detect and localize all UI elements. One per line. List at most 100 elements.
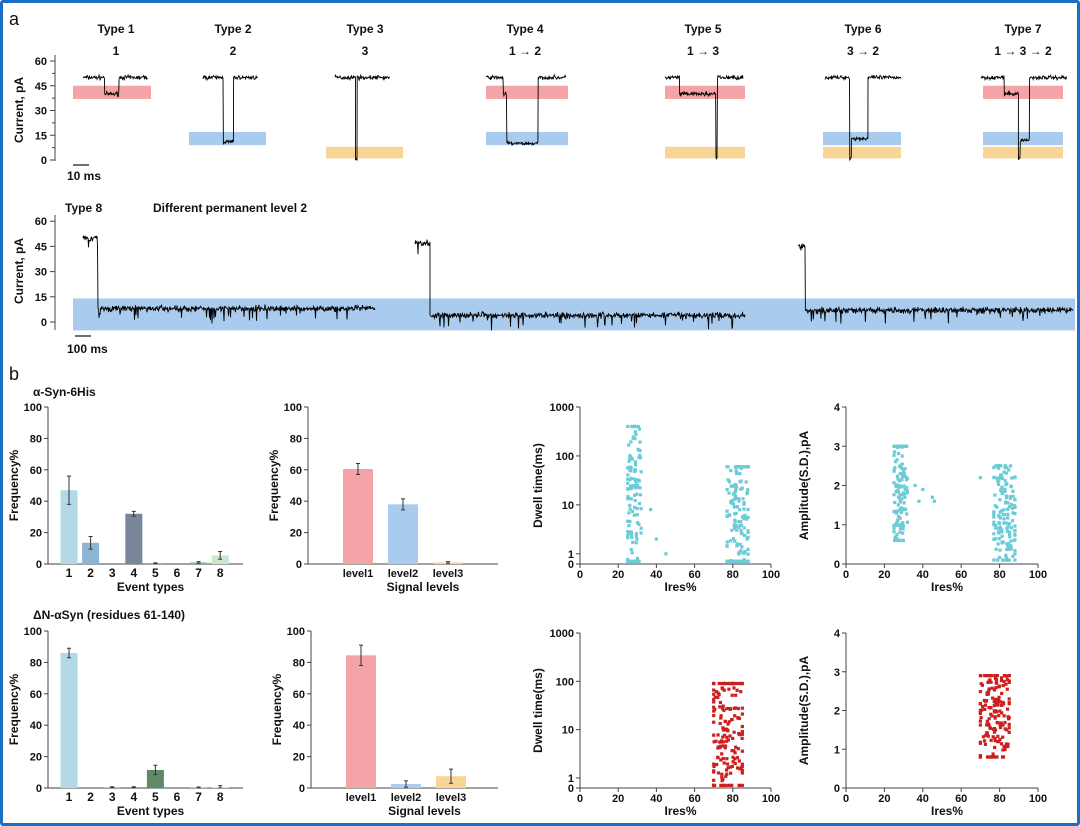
- scatter-point: [892, 509, 896, 514]
- scatter-point: [712, 688, 716, 692]
- scatter-point: [998, 525, 1002, 530]
- scatter-point: [740, 706, 744, 710]
- scatter-point: [1002, 679, 1006, 684]
- scatter-point: [893, 444, 897, 448]
- scatter-point: [633, 469, 637, 473]
- scatter-point: [724, 783, 728, 788]
- scatter-point: [725, 772, 729, 776]
- scatter-point: [725, 540, 729, 544]
- scatter-point: [733, 761, 737, 766]
- scatter-point: [1000, 534, 1004, 538]
- scatter-point: [654, 537, 658, 541]
- scatter-point: [633, 498, 637, 503]
- scatter-point: [901, 531, 905, 535]
- scatter-point: [629, 487, 633, 491]
- scatter-point: [997, 522, 1002, 526]
- scatter-point: [1001, 558, 1005, 562]
- scatter-point: [719, 716, 723, 720]
- scatter-point: [746, 559, 750, 563]
- scatter-point: [729, 771, 733, 775]
- error-bar: [356, 463, 360, 476]
- scatter-point: [905, 491, 909, 495]
- scatter-point: [896, 490, 900, 494]
- scatter-point: [719, 783, 723, 788]
- x-tick-label: 1: [66, 790, 73, 804]
- type-level-sequence: 3: [362, 44, 369, 58]
- scatter-point: [899, 525, 903, 529]
- y-tick-label: 60: [35, 216, 47, 228]
- scatter-point: [930, 495, 934, 499]
- scatter-point: [897, 485, 901, 490]
- scatter-point: [1007, 679, 1011, 683]
- scatter-point: [734, 559, 738, 563]
- bar: [60, 652, 78, 788]
- scatter-point: [1000, 676, 1004, 680]
- scatter-point: [635, 521, 640, 525]
- scatter-point: [895, 474, 900, 478]
- x-tick-label: 5: [152, 566, 159, 580]
- error-bar: [153, 562, 158, 565]
- scatter-point: [993, 537, 998, 541]
- scatter-point: [900, 444, 905, 448]
- y-axis-title: Frequency%: [270, 673, 284, 745]
- scatter-point: [988, 726, 992, 730]
- scatter-point: [1003, 747, 1007, 752]
- scatter-point: [716, 695, 720, 700]
- error-bar: [110, 786, 115, 789]
- y-tick-label: 40: [290, 496, 302, 508]
- band-level1: [73, 85, 151, 99]
- scatter-point: [978, 719, 982, 723]
- scatter-point: [714, 689, 718, 694]
- row-title: α-Syn-6His: [33, 385, 96, 399]
- scatter-point: [896, 514, 901, 518]
- scatter-point: [735, 505, 739, 509]
- scatter-point: [735, 766, 740, 770]
- scatter-point: [1004, 521, 1008, 525]
- scatter-point: [626, 557, 630, 562]
- bar: [82, 542, 100, 564]
- x-axis-title: Signal levels: [388, 804, 461, 818]
- scatter-point: [892, 450, 897, 454]
- x-tick-label: 100: [1029, 569, 1047, 581]
- scatter-point: [1008, 535, 1012, 539]
- scatter-point: [740, 730, 744, 734]
- scatter-point: [740, 749, 744, 753]
- scatter-point: [723, 719, 727, 724]
- scatter-point: [721, 728, 726, 732]
- scatter-point: [725, 559, 729, 563]
- scatter-point: [1013, 505, 1017, 510]
- scatter-point: [745, 490, 750, 494]
- band-level3: [983, 146, 1063, 159]
- scatter-point: [998, 709, 1002, 713]
- scatter-point: [723, 728, 728, 732]
- y-tick-label: 80: [30, 433, 42, 445]
- scatter-point: [1009, 526, 1014, 530]
- scatter-point: [892, 538, 897, 543]
- panel-a-label: a: [9, 9, 20, 29]
- y-tick-label: 40: [293, 720, 305, 732]
- scatter-point: [740, 783, 744, 788]
- scatter-point: [712, 769, 716, 773]
- scatter-point: [895, 523, 899, 527]
- type-title: Type 1: [97, 22, 134, 36]
- scatter-point: [898, 464, 902, 469]
- scatter-point: [997, 478, 1001, 482]
- scatter-point: [1008, 496, 1012, 500]
- scatter-point: [726, 465, 730, 469]
- scatter-point: [712, 705, 716, 709]
- y-tick-label: 10: [562, 725, 574, 737]
- scatter-point: [728, 681, 732, 686]
- y-tick-label: 2: [834, 706, 840, 718]
- scatter-point: [743, 465, 747, 469]
- scatter-point: [649, 508, 653, 512]
- x-tick-label: 20: [612, 569, 624, 581]
- scatter-point: [630, 535, 634, 539]
- scatter-point: [905, 489, 909, 493]
- scatter-point: [630, 551, 634, 555]
- scatter-point: [717, 681, 721, 686]
- scatter-point: [740, 712, 744, 716]
- scatter-point: [732, 492, 736, 496]
- scatter-point: [634, 534, 639, 538]
- y-tick-label: 1: [568, 773, 574, 785]
- scatter-point: [632, 505, 637, 509]
